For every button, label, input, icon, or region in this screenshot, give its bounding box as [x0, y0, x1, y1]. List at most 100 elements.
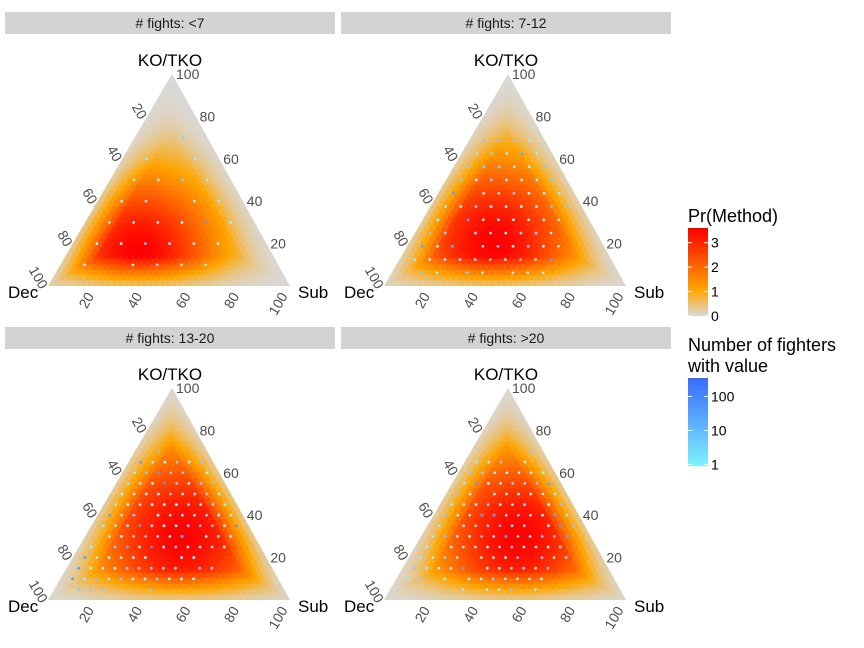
fighter-point	[435, 271, 439, 275]
fighter-point	[443, 258, 447, 261]
fighter-point	[452, 192, 455, 195]
facet-strip	[341, 12, 671, 34]
fighter-point	[550, 205, 553, 208]
fighter-point	[132, 178, 136, 182]
fighter-point	[557, 245, 560, 248]
fighter-point	[131, 263, 135, 267]
fighter-point	[490, 152, 494, 155]
tick-label-sub: 20	[75, 289, 97, 311]
fighter-point	[534, 231, 538, 235]
tick-label-dec: 60	[79, 185, 101, 207]
fighter-point	[558, 192, 561, 195]
fighter-point	[475, 178, 478, 182]
fighter-point	[497, 218, 500, 222]
fighter-point	[543, 165, 546, 169]
fighter-point	[428, 231, 432, 235]
fighter-point	[193, 157, 197, 161]
fighter-point	[473, 258, 477, 261]
fighter-point	[120, 199, 124, 203]
tick-label-sub: 20	[411, 289, 433, 311]
facet-strip	[5, 12, 335, 34]
tick-label-ko: 40	[583, 193, 599, 209]
vertex-label-left: Dec	[344, 283, 375, 302]
fighter-point	[132, 221, 135, 224]
fighter-point	[520, 152, 524, 155]
vertex-label-top: KO/TKO	[138, 51, 202, 70]
fighter-point	[181, 178, 184, 182]
facet-strip-label: # fights: <7	[136, 15, 205, 31]
fighter-point	[489, 258, 492, 261]
fighter-point	[216, 242, 220, 245]
tick-label-ko: 100	[176, 66, 200, 82]
vertex-label-left: Dec	[8, 283, 39, 302]
fighter-point	[489, 231, 492, 235]
fighter-point	[444, 205, 447, 208]
fighter-point	[144, 199, 148, 203]
fighter-point	[528, 139, 532, 142]
fighter-point	[542, 245, 545, 248]
fighter-point	[519, 258, 522, 261]
vertex-label-right: Sub	[634, 283, 664, 302]
fighter-point	[483, 139, 486, 142]
vertex-label-right: Sub	[298, 283, 328, 302]
fighter-point	[83, 263, 86, 267]
heat-cell	[283, 280, 290, 286]
tick-label-dec: 20	[129, 100, 151, 122]
fighter-point	[550, 178, 554, 182]
fighter-point	[497, 165, 501, 169]
fighter-point	[489, 205, 493, 208]
fighter-point	[557, 218, 561, 222]
tick-label-ko: 80	[200, 108, 216, 124]
fighter-point	[144, 242, 147, 245]
probability-heatmap	[48, 74, 290, 286]
tick-label-sub: 40	[124, 289, 146, 311]
fighter-point	[496, 245, 500, 248]
tick-label-sub: 60	[172, 289, 194, 311]
fighter-point	[413, 258, 416, 261]
fighter-point	[217, 199, 220, 203]
fighter-point	[482, 192, 485, 195]
fighter-point	[519, 231, 523, 235]
fighter-point	[119, 242, 123, 245]
fighter-point	[459, 178, 463, 182]
fighter-point	[513, 139, 516, 142]
fighter-point	[565, 205, 568, 208]
fighter-point	[205, 178, 209, 182]
fighter-point	[549, 258, 553, 261]
tick-label-dec: 40	[104, 143, 126, 165]
fighter-point	[466, 218, 470, 222]
fighter-point	[504, 205, 508, 208]
fighter-point	[181, 136, 185, 139]
tick-label-ko: 80	[536, 108, 552, 124]
fighter-point	[204, 263, 207, 267]
fighter-point	[145, 157, 148, 161]
facet-strip-label: # fights: 7-12	[466, 15, 547, 31]
fighter-point	[451, 245, 454, 248]
fighter-point	[504, 231, 508, 235]
fighter-point	[436, 245, 439, 248]
tick-label-ko: 40	[247, 193, 263, 209]
fighter-point	[180, 263, 183, 267]
fighter-point	[474, 205, 478, 208]
fighter-point	[497, 192, 501, 195]
fighter-point	[505, 152, 509, 155]
fighter-point	[527, 245, 530, 248]
tick-label-sub: 80	[221, 289, 243, 311]
fighter-points	[83, 136, 232, 267]
fighter-point	[481, 271, 484, 275]
fighter-point	[482, 218, 485, 222]
fighter-point	[520, 205, 523, 208]
fighter-point	[204, 221, 208, 224]
fighter-point	[511, 271, 515, 275]
fighter-point	[520, 178, 523, 182]
fighter-point	[505, 178, 508, 182]
fighter-point	[541, 271, 545, 275]
fighter-point	[527, 192, 531, 195]
fighter-point	[229, 221, 232, 224]
tick-label-sub: 60	[508, 289, 530, 311]
probability-heatmap	[48, 388, 290, 600]
tick-label-sub: 100	[601, 289, 627, 317]
